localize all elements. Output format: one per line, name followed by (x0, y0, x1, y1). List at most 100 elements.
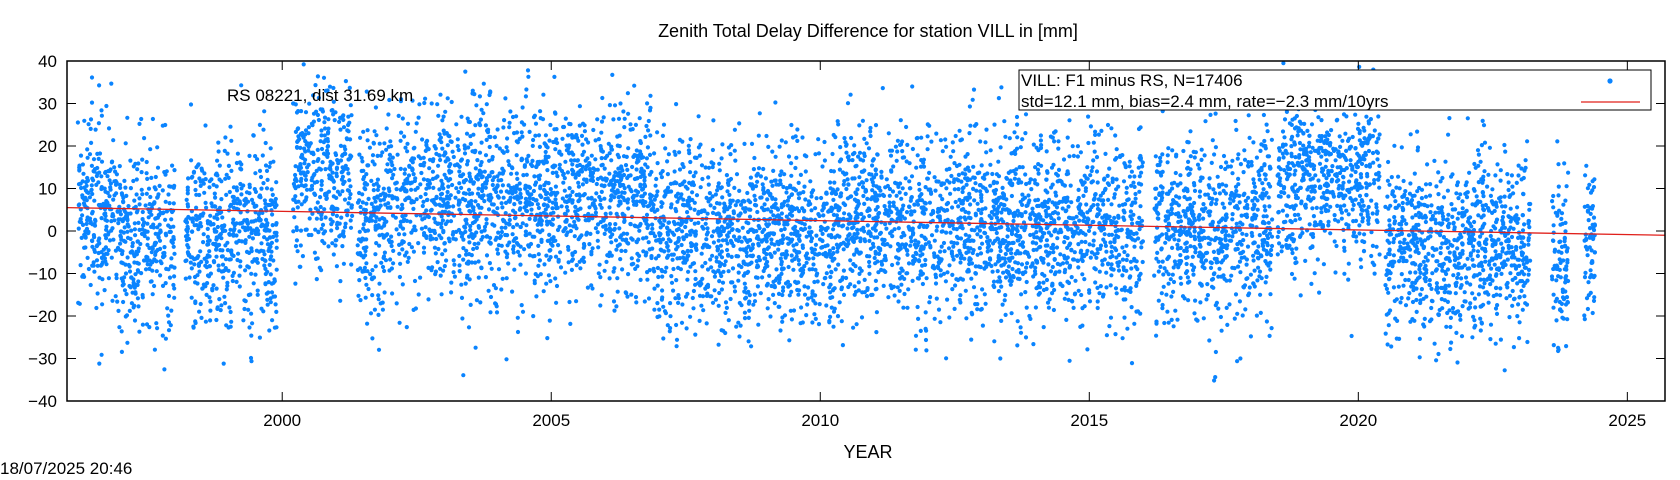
data-point (589, 249, 594, 254)
data-point (817, 213, 822, 219)
data-point (86, 122, 91, 127)
data-point (1015, 343, 1020, 348)
data-point (237, 284, 242, 289)
data-point (146, 186, 152, 191)
data-point (734, 172, 740, 177)
data-point (725, 241, 730, 246)
data-point (169, 308, 174, 313)
data-point (315, 147, 320, 152)
data-point (802, 184, 807, 189)
data-point (123, 262, 128, 267)
data-point (963, 176, 968, 181)
data-point (545, 145, 550, 150)
data-point (663, 146, 668, 151)
data-point (326, 130, 331, 135)
data-point (1104, 333, 1109, 338)
data-point (117, 209, 122, 214)
data-point (1011, 218, 1016, 224)
data-point (731, 211, 737, 216)
data-point (334, 213, 339, 218)
data-point (596, 271, 601, 276)
data-point (776, 274, 782, 279)
data-point (1108, 283, 1113, 288)
data-point (322, 133, 327, 138)
data-point (411, 199, 416, 205)
data-point (628, 122, 633, 127)
data-point (795, 127, 800, 132)
data-point (219, 303, 224, 308)
data-point (376, 223, 381, 228)
data-point (455, 163, 460, 168)
data-point (705, 243, 710, 248)
data-point (551, 163, 557, 168)
data-point (508, 195, 513, 200)
data-point (262, 263, 267, 268)
data-point (263, 140, 268, 146)
data-point (719, 185, 724, 190)
data-point (153, 174, 158, 180)
data-point (568, 321, 573, 326)
data-point (121, 230, 126, 235)
data-point (517, 253, 522, 258)
data-point (814, 273, 819, 278)
data-point (629, 292, 634, 297)
data-point (155, 165, 161, 170)
data-point (568, 228, 574, 234)
data-point (888, 153, 894, 158)
data-point (577, 104, 583, 109)
data-point (811, 262, 816, 267)
data-point (251, 281, 256, 286)
data-point (809, 229, 814, 235)
data-point (694, 247, 699, 252)
data-point (595, 117, 600, 122)
data-point (599, 148, 604, 153)
data-point (235, 151, 240, 156)
data-point (665, 159, 670, 164)
data-point (578, 235, 583, 240)
data-point (341, 125, 347, 130)
data-point (77, 168, 82, 173)
data-point (1053, 190, 1058, 195)
data-point (842, 211, 847, 216)
data-point (830, 151, 835, 157)
data-point (537, 258, 543, 263)
data-point (407, 241, 412, 247)
data-point (334, 238, 339, 243)
data-point (171, 224, 176, 229)
data-point (335, 189, 340, 194)
data-point (381, 233, 386, 238)
data-point (461, 257, 466, 262)
data-point (411, 172, 416, 177)
data-point (201, 240, 206, 245)
data-point (576, 207, 581, 212)
data-point (598, 144, 603, 149)
data-point (356, 252, 361, 257)
data-point (503, 211, 508, 216)
data-point (405, 259, 410, 264)
data-point (474, 298, 479, 303)
data-point (291, 229, 296, 234)
data-point (295, 249, 300, 254)
data-point (400, 202, 405, 207)
data-point (294, 178, 299, 183)
data-point (418, 156, 423, 161)
data-point (617, 170, 622, 175)
data-point (555, 174, 560, 179)
data-point (1029, 187, 1034, 192)
data-point (607, 222, 613, 227)
data-point (477, 94, 482, 99)
data-point (543, 149, 548, 155)
data-point (130, 244, 135, 249)
data-point (395, 204, 400, 209)
data-point (644, 217, 649, 222)
data-point (377, 243, 382, 248)
data-point (446, 133, 451, 138)
data-point (713, 297, 719, 302)
data-point (406, 173, 412, 178)
data-point (678, 267, 684, 272)
data-point (720, 195, 725, 200)
data-point (626, 206, 631, 211)
data-point (94, 258, 100, 263)
data-point (608, 234, 613, 240)
data-point (467, 208, 472, 214)
